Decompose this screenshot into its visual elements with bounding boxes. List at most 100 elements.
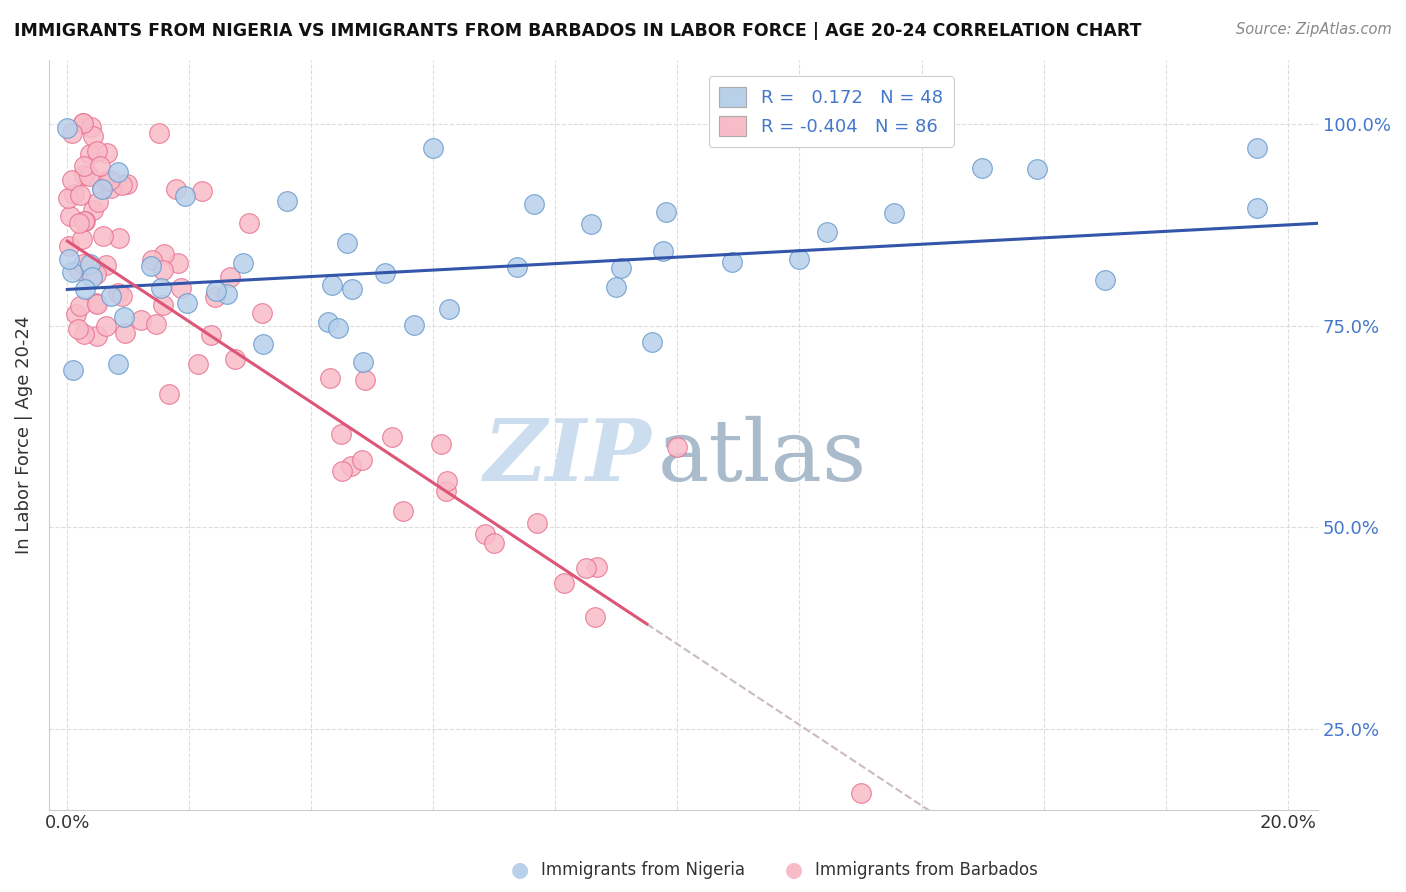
Point	[641, 335, 664, 350]
Point	[72, 257, 94, 271]
Point	[666, 440, 689, 454]
Point	[232, 256, 254, 270]
Point	[72, 116, 94, 130]
Point	[354, 373, 377, 387]
Point	[69, 188, 91, 202]
Point	[1246, 201, 1268, 215]
Point	[340, 282, 363, 296]
Point	[141, 252, 163, 267]
Point	[60, 126, 83, 140]
Text: Immigrants from Nigeria: Immigrants from Nigeria	[541, 861, 745, 879]
Point	[152, 298, 174, 312]
Point	[167, 255, 190, 269]
Point	[339, 459, 361, 474]
Point	[352, 452, 374, 467]
Point	[72, 159, 94, 173]
Text: Source: ZipAtlas.com: Source: ZipAtlas.com	[1236, 22, 1392, 37]
Point	[651, 244, 673, 258]
Point	[170, 281, 193, 295]
Point	[392, 504, 415, 518]
Point	[252, 306, 274, 320]
Point	[238, 216, 260, 230]
Point	[91, 182, 114, 196]
Point	[114, 326, 136, 340]
Point	[79, 257, 101, 271]
Point	[157, 387, 180, 401]
Point	[436, 474, 458, 488]
Point	[474, 527, 496, 541]
Point	[96, 173, 118, 187]
Point	[219, 270, 242, 285]
Point	[581, 217, 603, 231]
Point	[252, 336, 274, 351]
Point	[165, 182, 187, 196]
Point	[82, 270, 104, 285]
Point	[129, 312, 152, 326]
Point	[174, 188, 197, 202]
Point	[1094, 273, 1116, 287]
Point	[96, 258, 118, 272]
Point	[849, 786, 872, 800]
Legend: R =   0.172   N = 48, R = -0.404   N = 86: R = 0.172 N = 48, R = -0.404 N = 86	[709, 76, 953, 146]
Point	[139, 260, 162, 274]
Point	[80, 120, 103, 135]
Point	[58, 239, 80, 253]
Point	[583, 610, 606, 624]
Point	[437, 301, 460, 316]
Point	[1246, 141, 1268, 155]
Point	[62, 363, 84, 377]
Point	[70, 232, 93, 246]
Point	[79, 146, 101, 161]
Point	[73, 282, 96, 296]
Point	[190, 184, 212, 198]
Point	[553, 575, 575, 590]
Text: ●: ●	[512, 860, 529, 880]
Point	[56, 121, 79, 136]
Point	[655, 205, 678, 219]
Point	[336, 235, 359, 250]
Point	[575, 560, 598, 574]
Point	[60, 265, 83, 279]
Point	[94, 319, 117, 334]
Point	[89, 159, 111, 173]
Point	[316, 315, 339, 329]
Point	[224, 352, 246, 367]
Point	[402, 318, 425, 332]
Point	[883, 206, 905, 220]
Point	[523, 197, 546, 211]
Point	[276, 194, 298, 208]
Point	[112, 310, 135, 325]
Point	[60, 173, 83, 187]
Point	[100, 181, 122, 195]
Point	[108, 230, 131, 244]
Point	[73, 213, 96, 227]
Point	[381, 430, 404, 444]
Point	[98, 173, 121, 187]
Point	[73, 168, 96, 182]
Point	[58, 191, 80, 205]
Point	[148, 126, 170, 140]
Text: Immigrants from Barbados: Immigrants from Barbados	[815, 861, 1039, 879]
Point	[585, 560, 607, 574]
Point	[422, 141, 444, 155]
Point	[526, 516, 548, 531]
Point	[1026, 161, 1049, 176]
Point	[330, 464, 353, 478]
Point	[610, 260, 633, 275]
Point	[100, 289, 122, 303]
Point	[91, 181, 114, 195]
Point	[970, 161, 993, 176]
Point	[82, 203, 104, 218]
Point	[107, 286, 129, 301]
Point	[117, 178, 139, 192]
Text: ZIP: ZIP	[484, 416, 652, 499]
Point	[434, 483, 457, 498]
Point	[67, 216, 90, 230]
Y-axis label: In Labor Force | Age 20-24: In Labor Force | Age 20-24	[15, 316, 32, 554]
Point	[111, 178, 134, 192]
Point	[374, 266, 396, 280]
Point	[145, 317, 167, 331]
Point	[321, 277, 343, 292]
Text: ●: ●	[786, 860, 803, 880]
Point	[484, 536, 506, 550]
